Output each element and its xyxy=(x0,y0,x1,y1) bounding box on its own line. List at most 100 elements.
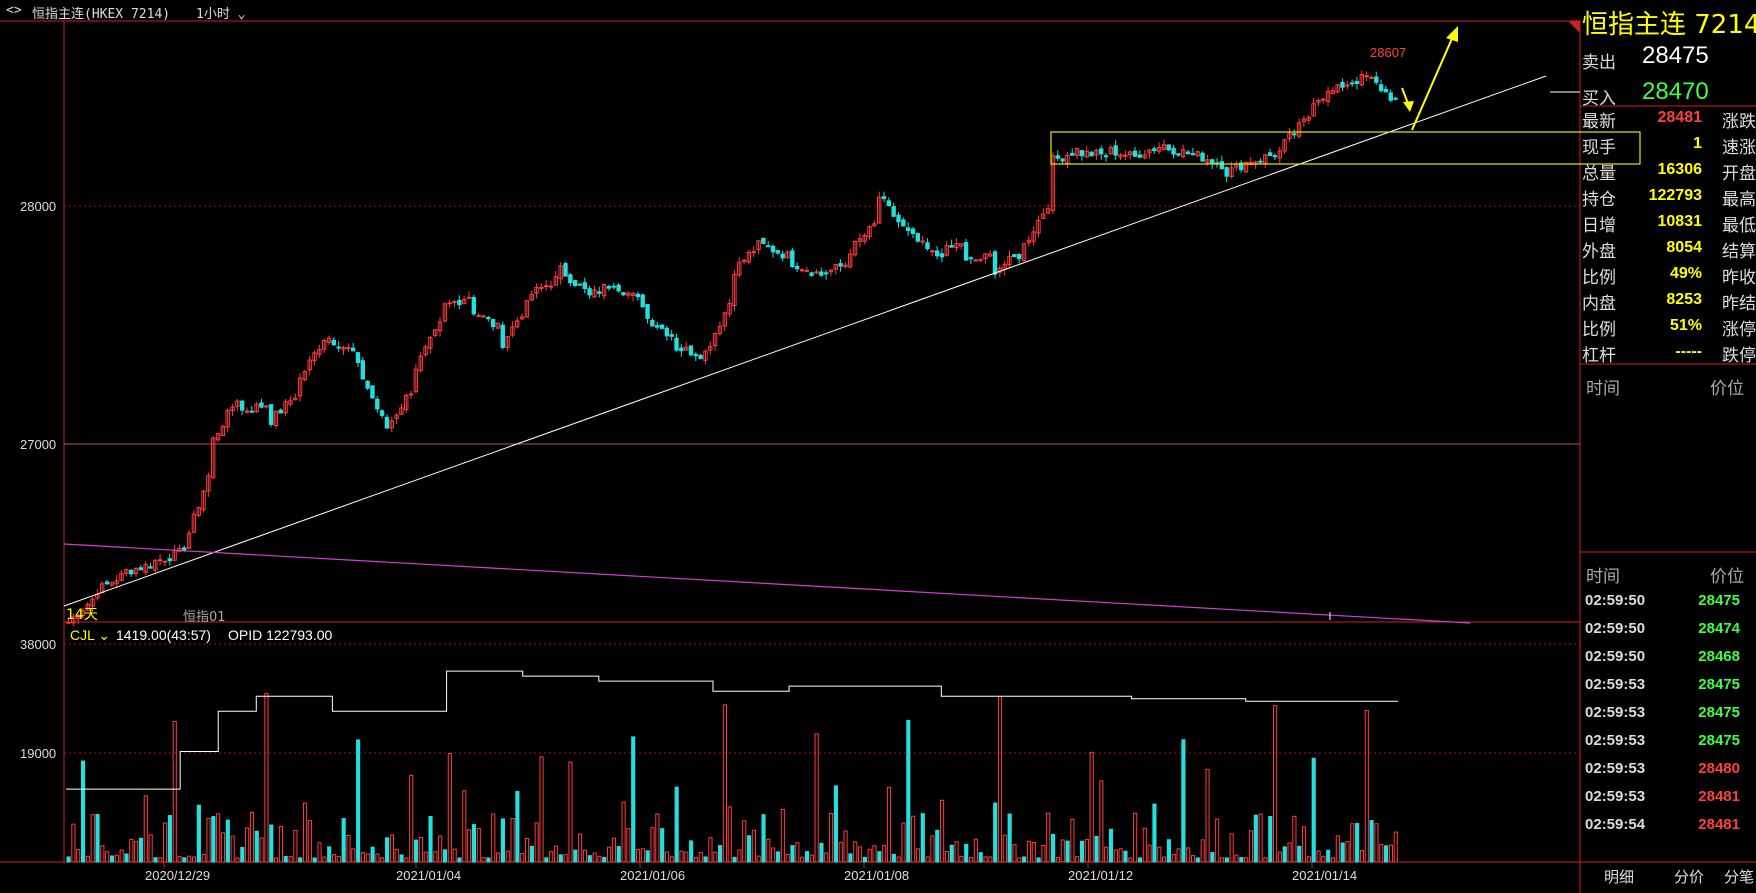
indicator-selector[interactable]: CJL ⌄ xyxy=(70,627,110,644)
volume-bar xyxy=(1166,839,1171,863)
candle-body xyxy=(317,349,322,355)
volume-bar xyxy=(1239,857,1244,863)
volume-bar xyxy=(867,848,872,863)
candle-body xyxy=(128,569,134,575)
candle-body xyxy=(1267,152,1273,157)
volume-bar xyxy=(795,842,800,863)
volume-bar xyxy=(322,856,327,863)
candle-body xyxy=(1171,147,1176,155)
volume-bar xyxy=(206,817,211,863)
volume-bar xyxy=(563,854,568,863)
candle-body xyxy=(1166,144,1171,151)
volume-bar xyxy=(423,851,428,863)
tab-ticks[interactable]: 分笔 xyxy=(1724,868,1755,886)
candle-body xyxy=(679,347,684,352)
volume-bar xyxy=(751,829,756,863)
volume-bar xyxy=(698,852,703,863)
candle-body xyxy=(1190,153,1196,156)
volume-bar xyxy=(380,857,385,863)
candle-body xyxy=(775,250,781,254)
candle-body xyxy=(75,616,81,620)
sell-label: 卖出 xyxy=(1582,53,1616,73)
volume-bar xyxy=(534,822,539,863)
time-header: 时间 xyxy=(1586,379,1620,399)
volume-bar xyxy=(66,856,71,863)
tick-price: 28475 xyxy=(1698,592,1740,609)
candle-body xyxy=(350,347,356,352)
volume-bar xyxy=(679,850,684,863)
tab-price-distribution[interactable]: 分价 xyxy=(1674,868,1705,886)
candle-body xyxy=(1185,151,1191,155)
volume-bar xyxy=(1379,843,1384,863)
volume-bar xyxy=(1369,820,1374,863)
tab-detail[interactable]: 明细 xyxy=(1604,868,1635,886)
candle-body xyxy=(336,346,341,349)
x-tick: 2021/01/06 xyxy=(620,868,686,883)
open-interest-line xyxy=(66,670,1398,790)
up-arrow-head xyxy=(1446,26,1458,42)
volume-bar xyxy=(819,842,824,863)
volume-bar xyxy=(1162,856,1167,863)
candle-body xyxy=(997,267,1003,273)
candle-body xyxy=(881,196,887,200)
volume-bar xyxy=(1195,857,1200,863)
volume-bar xyxy=(824,852,829,863)
candle-body xyxy=(297,377,303,397)
volume-bar xyxy=(920,813,925,863)
volume-bar xyxy=(988,856,993,863)
candle-body xyxy=(1277,150,1282,159)
candle-body xyxy=(143,563,148,573)
volume-bar xyxy=(1388,844,1393,863)
volume-bar xyxy=(90,814,95,863)
candle-body xyxy=(544,285,549,288)
candle-body xyxy=(534,287,539,294)
candle-body xyxy=(360,360,365,380)
candle-body xyxy=(954,243,959,248)
candle-body xyxy=(891,206,896,217)
candle-body xyxy=(901,219,906,227)
candle-body xyxy=(712,332,718,347)
quote-value: 51% xyxy=(1669,317,1702,334)
candle-body xyxy=(437,321,443,332)
quote-row: 内盘 8253 昨结 xyxy=(1580,288,1756,314)
volume-bar xyxy=(163,822,168,863)
candle-body xyxy=(973,259,978,262)
candle-body xyxy=(259,402,264,408)
volume-bar xyxy=(1186,847,1191,863)
candle-body xyxy=(273,410,279,427)
volume-bar xyxy=(1036,857,1041,863)
candle-body xyxy=(669,334,674,337)
candle-body xyxy=(379,410,385,416)
volume-bar xyxy=(829,813,834,863)
candle-body xyxy=(886,200,892,207)
candle-body xyxy=(1282,139,1287,152)
down-arrow-head xyxy=(1403,101,1414,112)
volume-bar xyxy=(592,852,597,863)
volume-bar xyxy=(1234,854,1239,863)
candle-body xyxy=(1393,97,1398,100)
volume-bar xyxy=(573,849,578,863)
quote-right-label: 跌停 xyxy=(1722,346,1756,366)
volume-bar xyxy=(568,761,573,863)
candle-body xyxy=(457,299,462,306)
candle-body xyxy=(548,285,554,288)
toggle-arrows-icon[interactable]: <> xyxy=(6,3,22,18)
volume-bar xyxy=(500,818,505,863)
candle-body xyxy=(1321,98,1326,101)
volume-bar xyxy=(100,845,105,863)
quote-label: 总量 xyxy=(1582,164,1616,184)
candle-body xyxy=(1016,254,1022,260)
volume-bar xyxy=(833,785,838,863)
volume-bar xyxy=(471,824,477,863)
volume-bar xyxy=(886,786,892,863)
candle-body xyxy=(138,567,143,571)
candle-body xyxy=(1181,149,1186,158)
volume-bar xyxy=(442,849,448,863)
volume-bar xyxy=(148,834,153,863)
candle-body xyxy=(442,303,448,322)
volume-bar xyxy=(1022,856,1027,863)
candle-body xyxy=(85,603,90,611)
candle-body xyxy=(992,251,998,275)
period-selector[interactable]: 1小时 ⌄ xyxy=(196,3,245,22)
volume-bar xyxy=(664,851,670,863)
